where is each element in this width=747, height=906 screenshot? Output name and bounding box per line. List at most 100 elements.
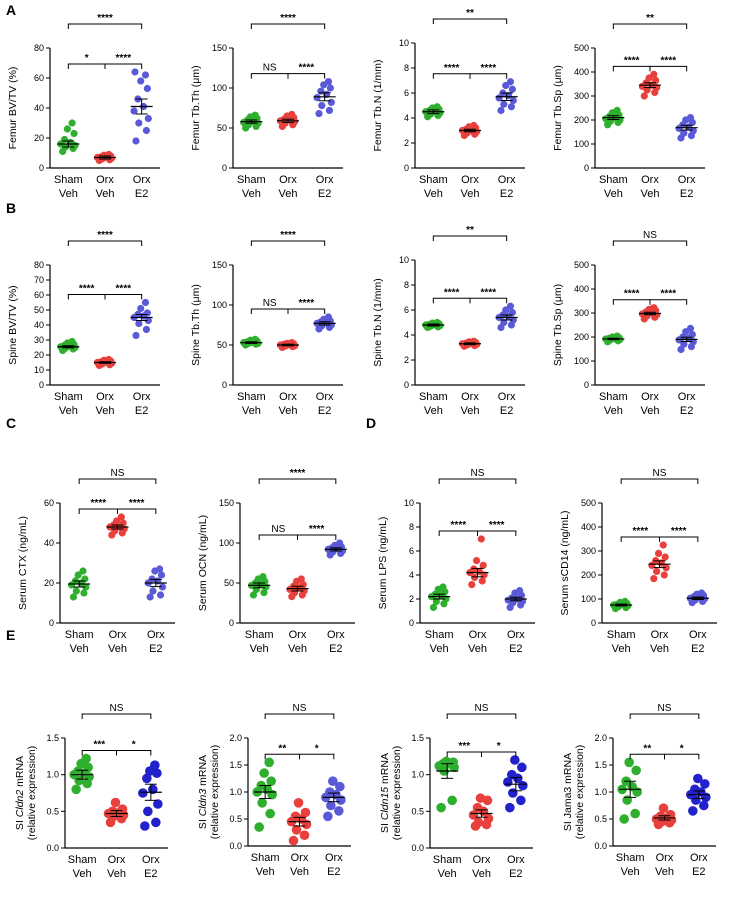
- chart-12: 0 100 200 300 400 500 Serum sCD14 (ng/mL) Sham V…: [559, 468, 717, 655]
- chart-8: 0 100 200 300 400 500 Spine Tb.Sp (μm) Sham Veh O…: [552, 230, 705, 417]
- data-point: [325, 787, 335, 797]
- significance-bracket: [67, 23, 143, 29]
- data-point: [470, 565, 478, 573]
- data-point: [518, 780, 528, 791]
- data-point: [132, 331, 140, 340]
- y-tick-label: 20: [34, 133, 44, 143]
- data-point: [324, 313, 333, 321]
- data-point: [447, 795, 457, 806]
- data-point: [640, 92, 648, 100]
- significance-label: NS: [110, 703, 124, 714]
- data-point: [653, 567, 661, 576]
- data-point: [73, 766, 83, 776]
- data-point: [288, 835, 299, 846]
- significance-bracket: [297, 534, 337, 540]
- data-point: [324, 78, 333, 86]
- y-tick-label: 4: [404, 330, 409, 340]
- significance-bracket: [659, 536, 699, 542]
- y-axis-label: Femur Tb.Sp (μm): [552, 65, 564, 151]
- x-tick-label: Veh: [242, 188, 261, 200]
- data-point: [429, 603, 438, 612]
- y-tick-label: 6: [409, 546, 414, 556]
- data-point: [698, 589, 706, 597]
- significance-label: NS: [271, 524, 285, 535]
- panel-letter-B: B: [6, 200, 16, 216]
- y-axis-label-part: SI Jama3 mRNA: [562, 753, 574, 831]
- y-tick-label: 300: [574, 308, 589, 318]
- significance-bracket: [81, 713, 152, 719]
- data-point: [288, 110, 296, 118]
- y-tick-label: 0: [39, 163, 44, 173]
- data-point: [144, 114, 152, 123]
- y-tick-label: 0: [404, 380, 409, 390]
- y-axis-label-part: SI: [197, 816, 209, 829]
- significance-label: NS: [471, 468, 485, 479]
- x-tick-label: Veh: [424, 188, 443, 200]
- y-axis-label-part: Spine BV/TV (%): [7, 285, 19, 364]
- significance-label: NS: [263, 298, 277, 309]
- data-point: [317, 87, 325, 95]
- x-tick-label: Orx: [96, 174, 114, 186]
- chart-16: 0.0 0.5 1.0 1.5 2.0 SI Jama3 mRNA (relative ex…: [562, 703, 716, 878]
- y-tick-label: 400: [574, 284, 589, 294]
- data-point: [699, 800, 709, 811]
- significance-label: ****: [97, 13, 113, 24]
- significance-label: ***: [458, 741, 470, 752]
- data-point: [81, 753, 91, 764]
- data-point: [507, 769, 517, 780]
- y-tick-label: 4: [409, 570, 414, 580]
- significance-bracket: [612, 65, 651, 72]
- data-point: [318, 102, 326, 110]
- x-tick-label: Orx: [109, 629, 127, 641]
- data-point: [74, 571, 82, 579]
- data-point: [448, 757, 458, 767]
- data-point: [621, 597, 629, 606]
- data-point: [156, 591, 165, 599]
- x-tick-label: Sham: [425, 629, 454, 641]
- x-tick-label: Orx: [279, 391, 297, 403]
- y-tick-label: 0: [409, 618, 414, 628]
- x-tick-label: Veh: [107, 868, 126, 880]
- significance-label: ****: [624, 289, 640, 300]
- significance-label: *: [132, 740, 136, 751]
- y-tick-label: 0.0: [411, 843, 424, 853]
- y-axis-label: Femur Tb.Th (μm): [190, 65, 202, 150]
- data-point: [135, 119, 143, 127]
- y-tick-label: 0: [591, 618, 596, 628]
- data-point: [680, 129, 688, 137]
- chart-1: 0 20 40 60 80 Femur BV/TV (%) Sham Veh Orx Veh Orx…: [7, 13, 160, 200]
- significance-label: ****: [633, 526, 649, 537]
- data-point: [290, 811, 301, 822]
- data-point: [293, 798, 304, 808]
- significance-label: ****: [451, 520, 467, 531]
- y-tick-label: 2: [404, 355, 409, 365]
- significance-bracket: [481, 751, 517, 757]
- y-tick-label: 300: [581, 546, 596, 556]
- chart-9: 0 20 40 60 Serum CTX (ng/mL) Sham Veh Orx Veh Orx…: [17, 468, 175, 655]
- x-tick-label: Sham: [419, 391, 448, 403]
- x-tick-label: Sham: [433, 854, 462, 866]
- data-point: [478, 577, 486, 585]
- x-tick-label: Veh: [472, 868, 491, 880]
- y-tick-label: 40: [34, 103, 44, 113]
- significance-label: ****: [79, 284, 95, 295]
- data-point: [131, 68, 139, 76]
- chart-3: 0 2 4 6 8 10 Femur Tb.N (1/mm) Sham Veh Orx Veh Orx…: [372, 8, 525, 200]
- significance-label: NS: [653, 468, 667, 479]
- y-tick-label: 100: [219, 538, 234, 548]
- y-axis-label: SI Cldn2 mRNA: [14, 756, 26, 830]
- data-point: [265, 808, 275, 819]
- data-point: [661, 553, 669, 561]
- data-point: [142, 325, 151, 334]
- y-tick-label: 8: [409, 522, 414, 532]
- data-point: [483, 813, 494, 824]
- significance-label: **: [278, 743, 286, 754]
- chart-7: 0 2 4 6 8 10 Spine Tb.N (1/mm) Sham Veh Orx Veh Orx…: [372, 225, 525, 417]
- y-tick-label: 0.0: [46, 843, 59, 853]
- y-tick-label: 200: [574, 332, 589, 342]
- significance-bracket: [438, 530, 478, 536]
- y-tick-label: 1.5: [46, 733, 59, 743]
- significance-bracket: [612, 299, 651, 305]
- data-point: [297, 575, 305, 583]
- y-tick-label: 500: [581, 498, 596, 508]
